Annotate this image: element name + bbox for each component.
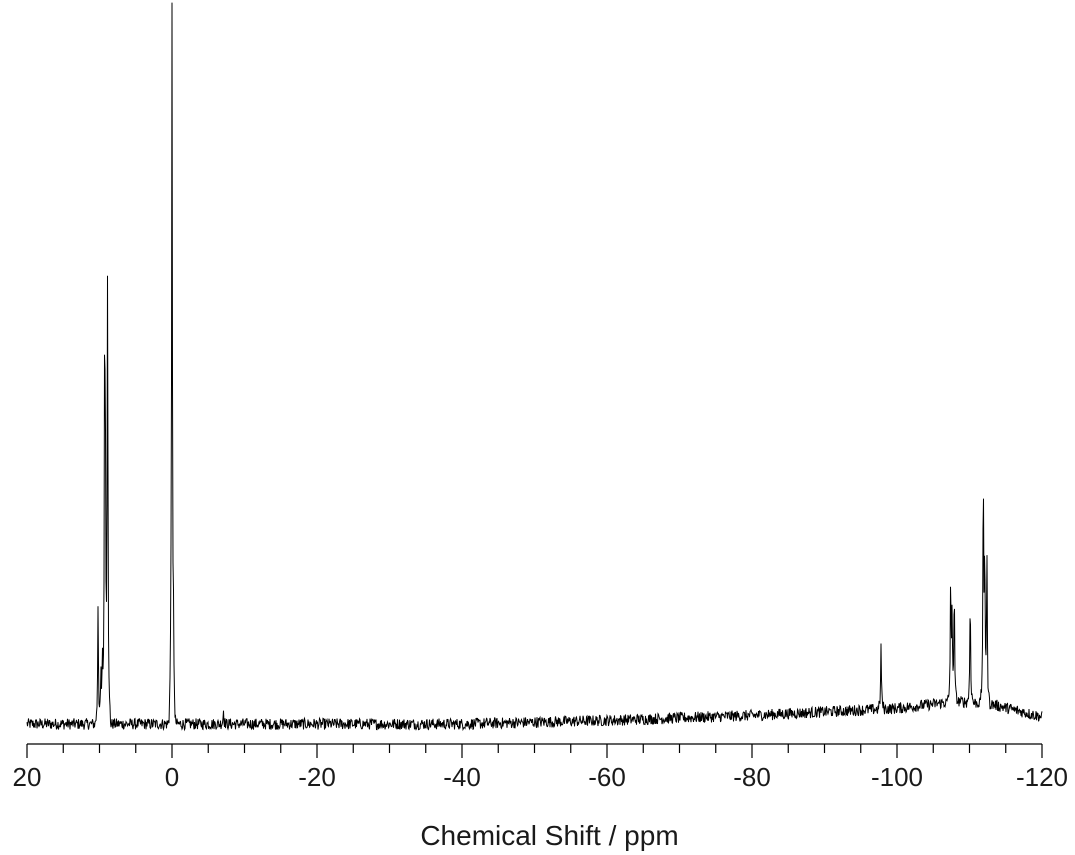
x-tick-label: -120: [1016, 762, 1068, 792]
x-axis-title: Chemical Shift / ppm: [420, 820, 678, 851]
x-tick-label: 0: [165, 762, 179, 792]
spectrum-series-line: [26, 2, 1043, 732]
x-tick-label: -20: [298, 762, 336, 792]
x-tick-label: 20: [13, 762, 42, 792]
x-tick-label: -80: [733, 762, 771, 792]
x-tick-label: -100: [871, 762, 923, 792]
x-tick-label: -40: [443, 762, 481, 792]
x-axis-tick-labels: 20 0 -20 -40 -60 -80 -100 -120: [13, 762, 1068, 792]
x-tick-label: -60: [588, 762, 626, 792]
x-axis-ticks: [26, 744, 1043, 758]
